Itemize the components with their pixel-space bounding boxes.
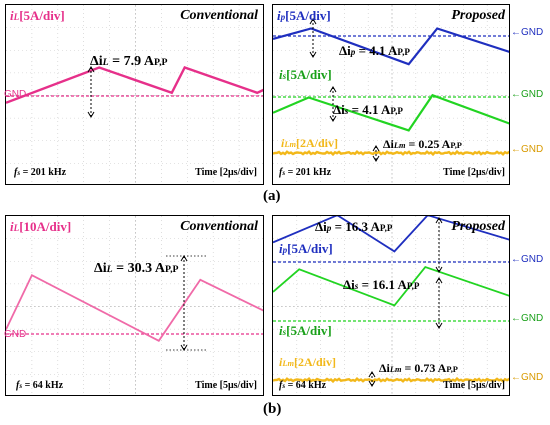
delta-ip-arrow (435, 217, 443, 273)
timebase-readout: Time [2μs/div] (195, 167, 257, 178)
scope-panel-a-conventional: Conventional iL[5A/div] ΔiL = 7.9 AP,P f… (5, 4, 264, 185)
gnd-marker-ilm: ←GND (511, 144, 544, 155)
timebase-readout: Time [5μs/div] (443, 380, 505, 391)
delta-is-label: Δis = 4.1 AP,P (333, 102, 403, 117)
gnd-marker-il: GND (4, 329, 27, 340)
panel-title: Proposed (451, 219, 505, 234)
panel-title: Conventional (180, 8, 258, 23)
channel-label-il: iL[5A/div] (10, 8, 65, 23)
scope-plot-b-proposed (273, 216, 509, 395)
scope-panel-a-proposed: Proposed ip[5A/div] Δip = 4.1 AP,P is[5A… (272, 4, 510, 185)
waveform-il (6, 66, 263, 104)
panel-title: Conventional (180, 219, 258, 234)
scope-plot-a-proposed (273, 5, 509, 184)
waveform-ilm (273, 376, 509, 384)
delta-ilm-label: ΔiLm = 0.25 AP,P (383, 137, 462, 151)
channel-label-ilm: iLm[2A/div] (281, 136, 338, 150)
scope-panel-b-proposed: Proposed Δip = 16.3 AP,P ip[5A/div] Δis … (272, 215, 510, 396)
channel-label-il: iL[10A/div] (10, 219, 72, 234)
delta-ilm-arrow (372, 145, 380, 162)
gnd-marker-is: ←GND (511, 313, 544, 324)
frequency-readout: fs = 201 kHz (14, 167, 67, 178)
scope-grid (273, 5, 509, 184)
channel-label-is: is[5A/div] (279, 67, 332, 82)
scope-grid (6, 5, 263, 184)
scope-panel-b-conventional: Conventional iL[10A/div] ΔiL = 30.3 AP,P… (5, 215, 264, 396)
delta-ilm-label: ΔiLm = 0.73 AP,P (379, 361, 458, 375)
gnd-marker-ip: ←GND (511, 254, 544, 265)
delta-il-label: ΔiL = 7.9 AP,P (90, 54, 168, 69)
timebase-readout: Time [5μs/div] (195, 380, 257, 391)
waveform-is (273, 93, 509, 132)
gnd-marker-ip: ←GND (511, 27, 544, 38)
gnd-marker-ilm: ←GND (511, 372, 544, 383)
waveform-ip (273, 216, 509, 253)
delta-ilm-arrow (368, 371, 376, 387)
waveform-il (6, 273, 263, 342)
delta-is-arrow (435, 277, 443, 329)
caption-b: (b) (263, 401, 282, 417)
frequency-readout: fs = 201 kHz (279, 167, 332, 178)
scope-plot-b-conventional (6, 216, 263, 395)
scope-grid (6, 216, 263, 395)
gnd-marker-il: GND (4, 89, 27, 100)
scope-plot-a-conventional (6, 5, 263, 184)
delta-ip-arrow (309, 18, 317, 58)
caption-a: (a) (263, 188, 281, 204)
channel-label-ilm: iLm[2A/div] (279, 355, 336, 369)
channel-label-ip: ip[5A/div] (277, 8, 331, 23)
delta-ip-label: Δip = 16.3 AP,P (315, 219, 393, 234)
waveform-ip (273, 27, 509, 66)
waveform-is (273, 265, 509, 307)
timebase-readout: Time [2μs/div] (443, 167, 505, 178)
waveform-ilm (273, 149, 509, 157)
delta-is-arrow (329, 86, 337, 122)
gnd-marker-is: ←GND (511, 89, 544, 100)
delta-ip-label: Δip = 4.1 AP,P (339, 43, 410, 58)
delta-is-label: Δis = 16.1 AP,P (343, 277, 420, 292)
frequency-readout: fs = 64 kHz (16, 380, 64, 391)
channel-label-is: is[5A/div] (279, 323, 332, 338)
delta-il-label: ΔiL = 30.3 AP,P (94, 261, 179, 276)
frequency-readout: fs = 64 kHz (279, 380, 327, 391)
delta-il-arrow (87, 66, 95, 118)
channel-label-ip: ip[5A/div] (279, 241, 333, 256)
panel-title: Proposed (451, 8, 505, 23)
